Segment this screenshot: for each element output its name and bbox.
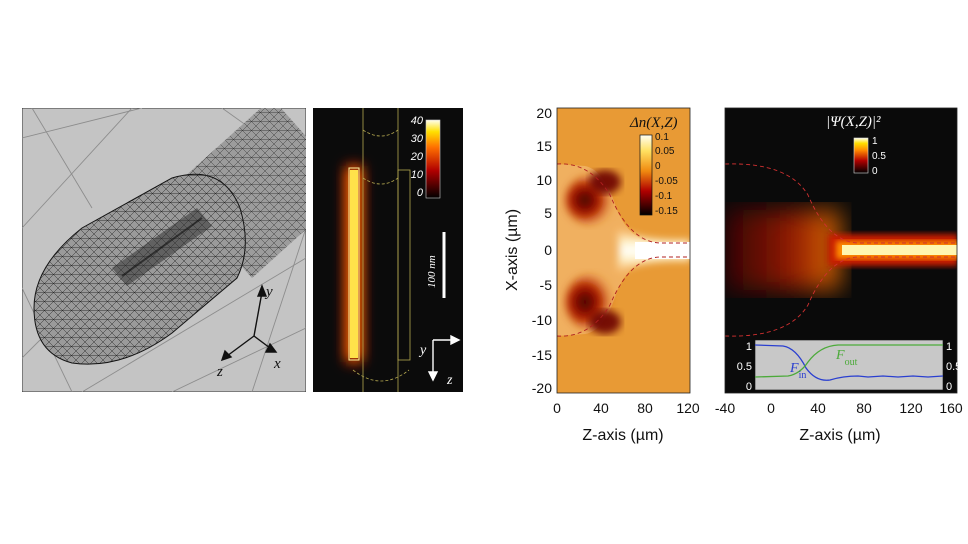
colorbar <box>853 137 869 174</box>
inset-right-tick: 1 <box>946 341 952 353</box>
colorbar-tick: 0.1 <box>655 132 669 143</box>
x-tick-label: 160 <box>939 400 963 416</box>
y-tick-label: -5 <box>540 277 553 293</box>
colorbar-tick: 0 <box>872 166 878 177</box>
colorbar-tick: 30 <box>411 133 424 145</box>
y-tick-label: -15 <box>532 347 552 363</box>
chart-title: Δn(X,Z) <box>629 115 678 131</box>
axis-label-z: z <box>446 373 453 388</box>
colorbar-tick: 1 <box>872 136 878 147</box>
x-tick-label: 120 <box>676 400 700 416</box>
axis-label-y: y <box>264 284 273 300</box>
y-tick-label: 10 <box>536 172 552 188</box>
mesh-panel: y x z <box>22 108 306 392</box>
x-tick-label: 80 <box>856 400 872 416</box>
x-tick-label: 0 <box>767 400 775 416</box>
y-tick-label: 15 <box>536 138 552 154</box>
colorbar-tick: 0 <box>655 161 661 172</box>
colorbar-tick: -0.05 <box>655 176 678 187</box>
f-in-label: Fin <box>789 361 806 381</box>
axes-triad <box>220 284 278 362</box>
f-out-label: Fout <box>835 348 858 368</box>
x-axis-label: Z-axis (µm) <box>799 427 880 444</box>
delta-n-panel: Δn(X,Z) 0.1 0.05 0 -0.05 -0.1 -0.15 20 1… <box>504 105 700 444</box>
x-tick-label: -40 <box>715 400 735 416</box>
x-tick-label: 0 <box>553 400 561 416</box>
colorbar <box>425 119 441 199</box>
inset-left-tick: 0 <box>746 381 752 393</box>
scale-bar-label: 100 nm <box>426 255 438 288</box>
colorbar-tick: -0.1 <box>655 191 673 202</box>
y-tick-label: 0 <box>544 242 552 258</box>
field-map-panel: 40 30 20 10 0 100 nm y z <box>313 108 463 392</box>
f-out-curve <box>754 344 943 378</box>
colorbar-tick: 10 <box>411 169 424 181</box>
y-tick-label: 20 <box>536 105 552 121</box>
colorbar-tick: 40 <box>411 115 424 127</box>
colorbar-tick: 0 <box>417 187 424 199</box>
yz-axes <box>427 334 461 382</box>
axis-label-z: z <box>216 364 223 380</box>
colorbar-tick: 0.05 <box>655 146 675 157</box>
inset-left-tick: 1 <box>746 341 752 353</box>
y-tick-label: -10 <box>532 312 552 328</box>
x-tick-label: 120 <box>899 400 923 416</box>
colorbar-tick: -0.15 <box>655 206 678 217</box>
f-in-curve <box>754 344 944 381</box>
colorbar <box>639 134 653 216</box>
x-tick-label: 80 <box>637 400 653 416</box>
inset-plot: Fin Fout <box>754 339 944 391</box>
axis-label-x: x <box>273 356 281 372</box>
y-tick-label: -20 <box>532 380 552 396</box>
x-tick-label: 40 <box>810 400 826 416</box>
x-tick-label: 40 <box>593 400 609 416</box>
y-axis-label: X-axis (µm) <box>504 209 521 291</box>
chart-title: |Ψ(X,Z)|² <box>826 114 881 130</box>
y-tick-label: 5 <box>544 205 552 221</box>
x-axis-label: Z-axis (µm) <box>582 427 663 444</box>
axis-label-y: y <box>418 343 427 358</box>
capsule-mesh <box>33 173 246 365</box>
inset-left-tick: 0.5 <box>737 361 752 373</box>
colorbar-tick: 0.5 <box>872 151 886 162</box>
inset-right-tick: 0.5 <box>946 361 961 373</box>
colorbar-tick: 20 <box>410 151 424 163</box>
inset-right-tick: 0 <box>946 381 952 393</box>
intensity-panel: |Ψ(X,Z)|² 1 0.5 0 Fin Fout 1 0.5 0 1 0.5… <box>715 107 963 444</box>
